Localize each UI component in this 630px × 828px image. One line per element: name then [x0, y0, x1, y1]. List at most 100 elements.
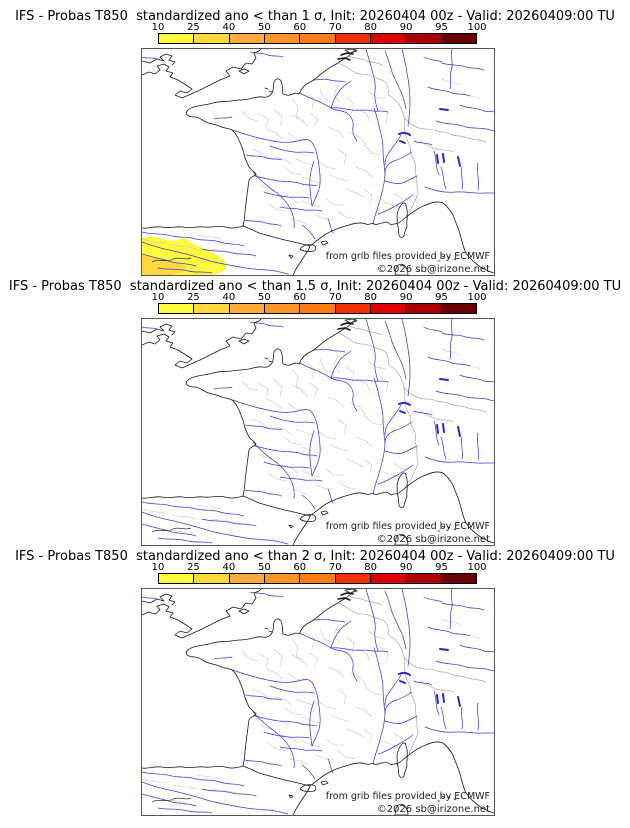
colorbar-tick-label: 70: [328, 292, 342, 303]
colorbar-tick-label: 70: [328, 22, 342, 33]
corsica: [396, 472, 408, 508]
colorbar-segment: [193, 304, 229, 313]
map-france: from grib files provided by ECMWF ©2026 …: [141, 318, 495, 546]
probability-anomaly-area: [142, 236, 227, 275]
isle-of-wight: [238, 68, 250, 75]
colorbar-segment: [228, 304, 264, 313]
colorbar-ticks: 10 25 40 50 60 70 80 90 95 100: [152, 292, 487, 303]
colorbar-tick-label: 90: [399, 562, 413, 573]
credit-ecmwf: from grib files provided by ECMWF: [325, 521, 490, 532]
anomaly-contour-25pct: [142, 255, 186, 275]
zeeland-island: [344, 49, 358, 54]
colorbar: 10 25 40 50 60 70 80 90 95 100: [152, 292, 487, 314]
colorbar-tick-label: 10: [151, 562, 165, 573]
colorbar-segment: [159, 34, 194, 43]
forecast-panel: IFS - Probas T850 standardized ano < tha…: [0, 270, 630, 546]
wales-coast: [142, 53, 176, 66]
england-coast: [142, 589, 262, 639]
mallorca: [299, 784, 317, 792]
colorbar: 10 25 40 50 60 70 80 90 95 100: [152, 22, 487, 44]
country-borders: [338, 595, 487, 756]
colorbar-segment: [440, 574, 476, 583]
spain-ridge-line: [151, 527, 192, 533]
map-france: from grib files provided by ECMWF ©2026 …: [141, 588, 495, 816]
england-coast: [142, 319, 262, 369]
colorbar-bar: [158, 33, 477, 44]
rivers: [142, 319, 494, 545]
colorbar-segment: [369, 304, 406, 313]
coastlines: [142, 589, 494, 815]
spain-north-coast: [142, 495, 244, 499]
sardinia: [394, 803, 409, 815]
zeeland-island: [344, 319, 358, 324]
sardinia: [394, 533, 409, 545]
colorbar-segment: [228, 34, 264, 43]
lakes: [398, 648, 461, 707]
colorbar-tick-label: 90: [399, 292, 413, 303]
colorbar-tick-label: 80: [364, 562, 378, 573]
colorbar-segment: [263, 304, 300, 313]
credit-copyright: ©2026 sb@irizone.net: [376, 804, 490, 815]
colorbar-segment: [193, 34, 229, 43]
credit-ecmwf: from grib files provided by ECMWF: [325, 791, 490, 802]
ibiza: [288, 794, 294, 799]
spain-north-coast: [142, 225, 244, 229]
map-svg: [142, 589, 494, 815]
colorbar-segment: [334, 574, 370, 583]
tuscan-islands: [437, 255, 457, 262]
colorbar-ticks: 10 25 40 50 60 70 80 90 95 100: [152, 22, 487, 33]
england-coast: [142, 49, 262, 99]
colorbar-tick-label: 40: [222, 562, 236, 573]
france-coast: [185, 319, 494, 544]
colorbar-tick-label: 25: [187, 22, 200, 33]
credit-copyright: ©2026 sb@irizone.net: [376, 264, 490, 275]
mallorca: [299, 244, 317, 252]
colorbar-tick-label: 95: [435, 22, 448, 33]
rivers: [142, 49, 494, 275]
department-borders: [142, 618, 481, 804]
tuscan-islands: [437, 525, 457, 532]
isle-of-wight: [238, 608, 250, 615]
colorbar-ticks: 10 25 40 50 60 70 80 90 95 100: [152, 562, 487, 573]
map-france: from grib files provided by ECMWF ©2026 …: [141, 48, 495, 276]
coastlines: [142, 319, 494, 545]
zeeland-island: [344, 589, 358, 594]
colorbar-segment: [369, 574, 406, 583]
ibiza: [288, 254, 294, 259]
colorbar-segment: [405, 574, 441, 583]
france-coast: [185, 49, 494, 274]
colorbar-segment: [440, 304, 476, 313]
colorbar-segment: [405, 304, 441, 313]
colorbar-tick-label: 80: [364, 22, 378, 33]
colorbar-tick-label: 80: [364, 292, 378, 303]
sardinia: [394, 263, 409, 275]
colorbar-tick-label: 60: [293, 562, 307, 573]
colorbar-segment: [193, 574, 229, 583]
colorbar-tick-label: 95: [435, 292, 448, 303]
lakes: [398, 108, 461, 167]
colorbar-bar: [158, 303, 477, 314]
panel-title: IFS - Probas T850 standardized ano < tha…: [15, 9, 615, 24]
colorbar-segment: [159, 574, 194, 583]
ibiza: [288, 524, 294, 529]
colorbar-tick-label: 10: [151, 292, 165, 303]
channel-islands: [264, 357, 273, 363]
colorbar-tick-label: 25: [187, 292, 200, 303]
colorbar-segment: [299, 574, 335, 583]
colorbar-segment: [334, 34, 370, 43]
forecast-panel: IFS - Probas T850 standardized ano < tha…: [0, 0, 630, 276]
colorbar-segment: [334, 304, 370, 313]
menorca: [320, 240, 329, 246]
colorbar-segment: [263, 34, 300, 43]
colorbar-tick-label: 40: [222, 22, 236, 33]
colorbar-segment: [263, 574, 300, 583]
colorbar-tick-label: 60: [293, 22, 307, 33]
credit-copyright: ©2026 sb@irizone.net: [376, 534, 490, 545]
forecast-panel: IFS - Probas T850 standardized ano < tha…: [0, 540, 630, 816]
colorbar-tick-label: 95: [435, 562, 448, 573]
colorbar-tick-label: 25: [187, 562, 200, 573]
colorbar-tick-label: 100: [467, 22, 487, 33]
wales-coast: [142, 593, 176, 606]
colorbar-segment: [228, 574, 264, 583]
tuscan-islands: [437, 795, 457, 802]
